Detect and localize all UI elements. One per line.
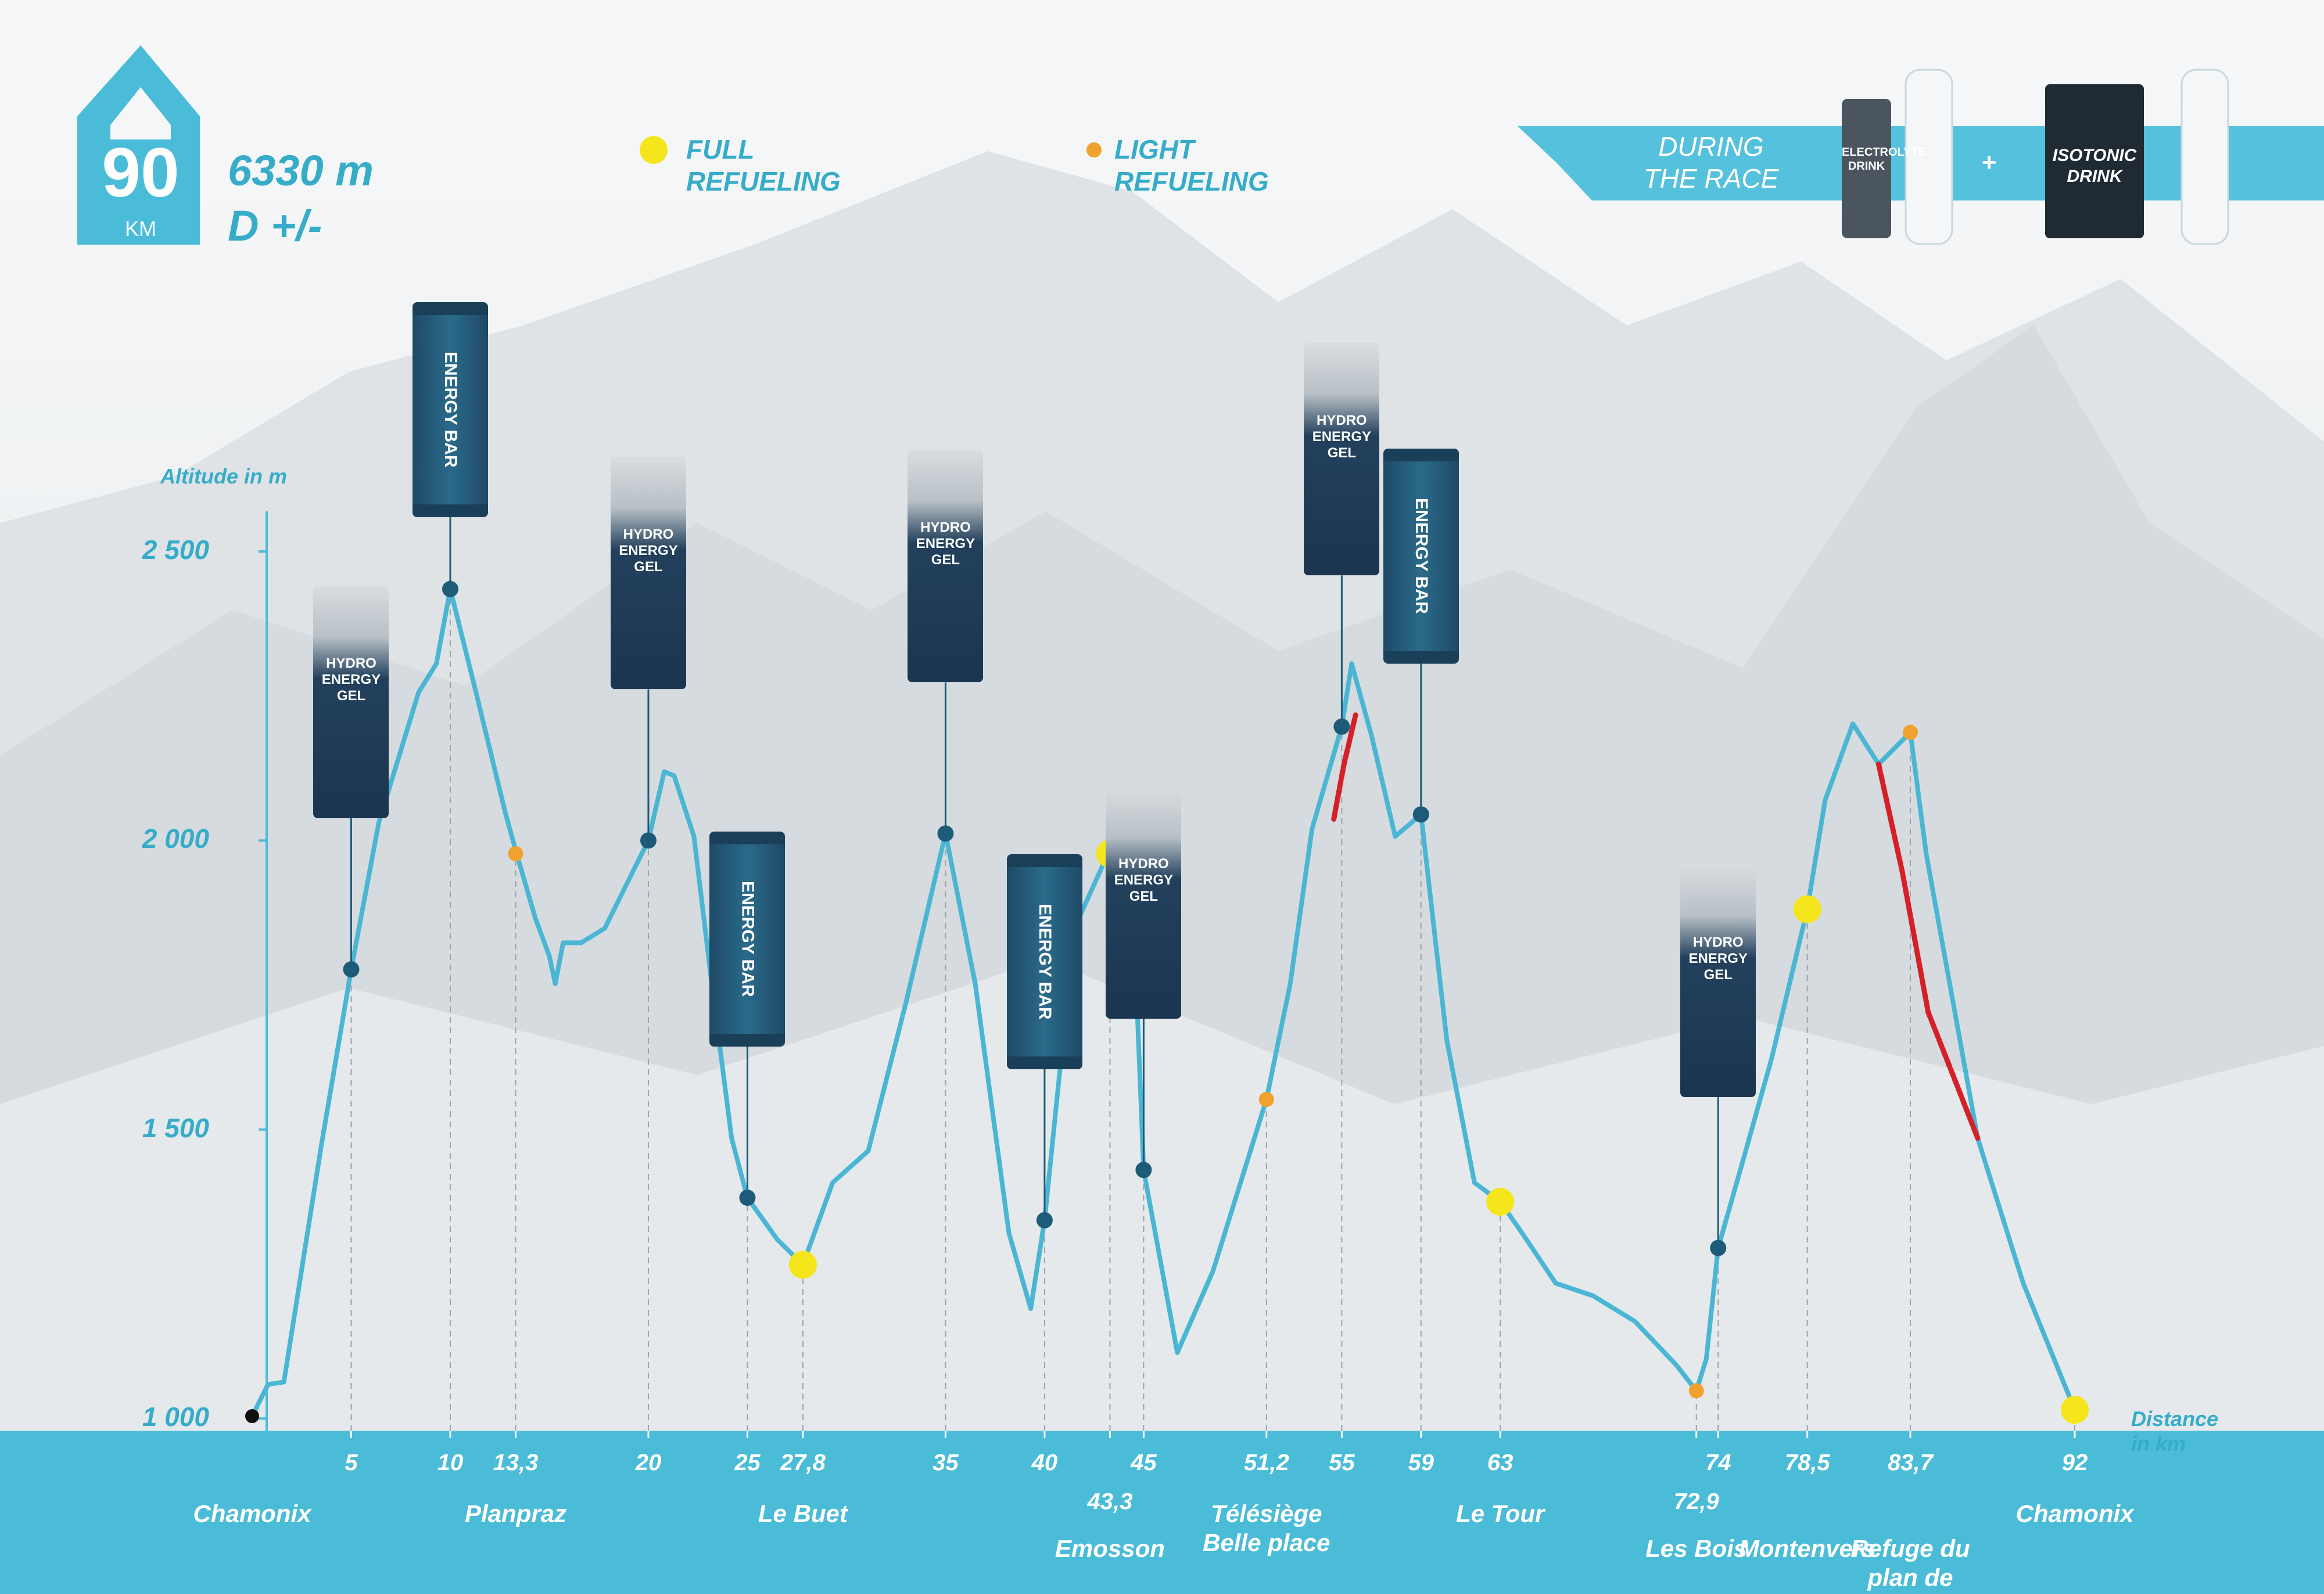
x-tick-label: 51,2	[1243, 1450, 1289, 1475]
x-axis-label: Distance in km	[2131, 1407, 2219, 1456]
product-pack: HYDRO ENERGY GEL	[313, 586, 389, 819]
legend-swatch	[640, 136, 668, 164]
refuel-point	[1688, 1383, 1704, 1399]
plus-sign: +	[1981, 148, 1996, 177]
x-tick-label: 5	[345, 1450, 358, 1475]
product-name: HYDRO ENERGY GEL	[619, 526, 678, 575]
product-name: ENERGY BAR	[1035, 904, 1055, 1020]
legend-label: LIGHT REFUELING	[1114, 134, 1269, 197]
place-label: Planpraz	[464, 1500, 567, 1527]
x-tick-label: 13,3	[493, 1450, 539, 1475]
product-pack: HYDRO ENERGY GEL	[1106, 786, 1182, 1019]
x-tick-label: 43,3	[1087, 1489, 1133, 1514]
place-label: Montenvers	[1738, 1535, 1876, 1562]
product-stop	[1036, 1212, 1053, 1228]
product-name: ELECTROLYTE DRINK	[1842, 146, 1926, 173]
product-pack: ENERGY BAR	[412, 302, 488, 517]
x-tick-label: 83,7	[1888, 1450, 1933, 1475]
place-label: Refuge du plan de l’aiguille	[1850, 1535, 1970, 1594]
product-flask	[1905, 69, 1953, 245]
y-tick-label: 2 000	[142, 823, 209, 854]
x-tick-label: 20	[635, 1450, 662, 1475]
product-pack: HYDRO ENERGY GEL	[1680, 864, 1756, 1097]
product-name: HYDRO ENERGY GEL	[321, 655, 381, 704]
y-tick-label: 2 500	[142, 535, 209, 565]
refuel-point	[508, 846, 523, 862]
distance-badge: 90	[102, 134, 180, 212]
product-name: HYDRO ENERGY GEL	[1688, 934, 1748, 983]
refuel-point	[1793, 895, 1821, 923]
x-tick-label: 78,5	[1784, 1450, 1830, 1475]
product-tube	[1842, 99, 1891, 238]
distance-unit: KM	[125, 217, 156, 241]
product-name: ENERGY BAR	[440, 352, 460, 468]
product-stop	[640, 832, 657, 849]
product-stop	[1710, 1240, 1727, 1256]
product-pack: HYDRO ENERGY GEL	[610, 457, 686, 690]
place-label: Le Tour	[1455, 1500, 1545, 1527]
product-name: HYDRO ENERGY GEL	[1114, 856, 1174, 905]
x-tick-label: 25	[734, 1450, 761, 1475]
x-tick-label: 55	[1329, 1450, 1355, 1475]
product-pack: HYDRO ENERGY GEL	[1304, 343, 1380, 576]
elevation-gain: 6330 m	[228, 146, 374, 195]
product-name: ENERGY BAR	[1411, 497, 1431, 614]
product-stop	[739, 1190, 756, 1206]
place-label: Télésiège Belle place	[1203, 1500, 1330, 1557]
x-tick-label: 63	[1487, 1450, 1514, 1475]
place-label: Chamonix	[193, 1500, 311, 1527]
y-tick-label: 1 500	[142, 1112, 209, 1143]
refuel-point	[1258, 1091, 1274, 1107]
refuel-point	[788, 1251, 817, 1279]
x-tick-label: 74	[1705, 1450, 1731, 1475]
product-pack: HYDRO ENERGY GEL	[908, 450, 984, 683]
x-tick-label: 10	[437, 1450, 464, 1475]
place-label: Les Bois	[1645, 1535, 1748, 1562]
refuel-point	[2061, 1396, 2089, 1424]
y-axis-label: Altitude in m	[160, 464, 287, 488]
x-tick-label: 40	[1031, 1450, 1058, 1475]
product-pack: ENERGY BAR	[709, 832, 786, 1047]
product-flask	[2180, 69, 2229, 245]
x-tick-label: 45	[1131, 1450, 1157, 1475]
axis-band	[0, 1431, 2324, 1594]
product-stop	[343, 961, 360, 978]
refuel-point	[1902, 725, 1918, 740]
steep-section	[1875, 761, 1981, 1141]
product-name: ENERGY BAR	[738, 881, 758, 997]
race-title: DURING THE RACE	[1643, 131, 1779, 194]
x-tick-label: 27,8	[780, 1450, 826, 1475]
product-stop	[937, 825, 954, 842]
product-name: HYDRO ENERGY GEL	[1312, 413, 1372, 461]
x-tick-label: 35	[933, 1450, 959, 1475]
refuel-point	[1486, 1188, 1515, 1216]
x-tick-label: 72,9	[1673, 1489, 1719, 1514]
elevation-label: D +/-	[228, 202, 322, 250]
steep-section	[1331, 712, 1358, 822]
product-pack: ENERGY BAR	[1006, 854, 1082, 1069]
logo	[77, 45, 200, 245]
product-name: ISOTONIC DRINK	[2052, 146, 2137, 186]
product-pack: ENERGY BAR	[1383, 448, 1459, 664]
product-stop	[1333, 718, 1350, 735]
product-stop	[1135, 1162, 1152, 1179]
product-name: HYDRO ENERGY GEL	[916, 520, 975, 568]
legend-label: FULL REFUELING	[686, 134, 841, 197]
place-label: Le Buet	[758, 1500, 848, 1527]
x-tick-label: 59	[1408, 1450, 1434, 1475]
product-stop	[442, 581, 458, 597]
x-tick-label: 92	[2061, 1450, 2088, 1475]
place-label: Emosson	[1055, 1535, 1165, 1562]
y-tick-label: 1 000	[142, 1402, 209, 1432]
place-label: Chamonix	[2015, 1500, 2134, 1527]
legend-swatch	[1086, 142, 1102, 157]
product-stop	[1412, 806, 1429, 823]
product-pouch	[2045, 84, 2144, 238]
start-point	[245, 1409, 259, 1424]
